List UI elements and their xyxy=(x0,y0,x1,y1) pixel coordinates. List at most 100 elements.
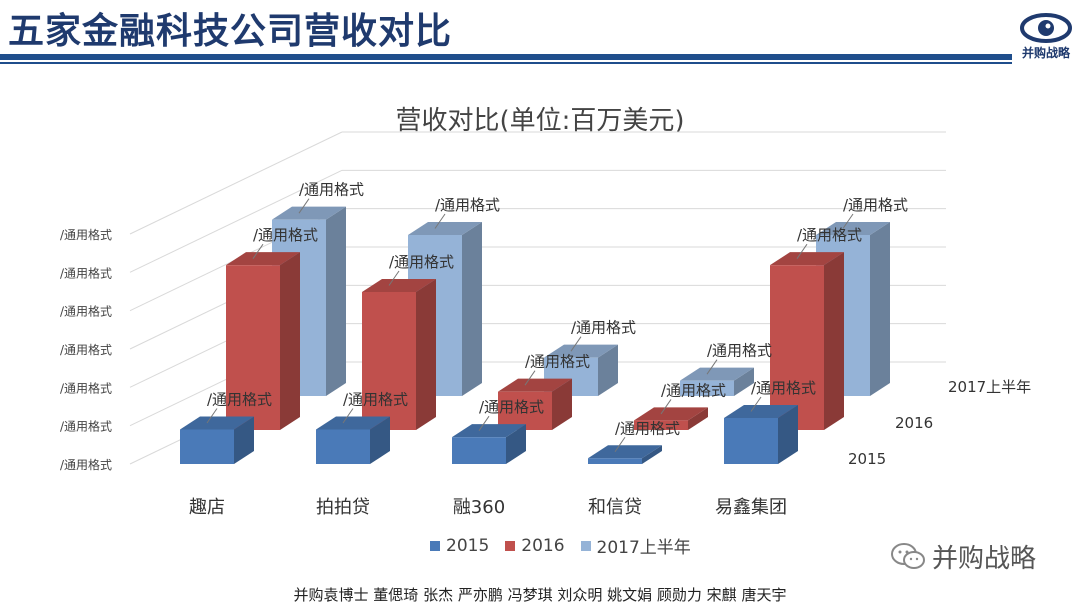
chart-legend: 2015 2016 2017上半年 xyxy=(430,533,691,558)
data-label: /通用格式 xyxy=(615,419,680,437)
x-tick-label: 易鑫集团 xyxy=(715,497,787,518)
data-label-leader xyxy=(796,243,808,259)
bar-side xyxy=(416,279,436,430)
data-label: /通用格式 xyxy=(435,196,500,214)
depth-axis-label: 2016 xyxy=(895,414,933,432)
bar-2016-易鑫集团 xyxy=(770,265,824,430)
depth-axis-label: 2017上半年 xyxy=(948,378,1031,396)
x-tick-label: 融360 xyxy=(453,497,505,518)
data-label: /通用格式 xyxy=(797,226,862,244)
bar-top xyxy=(770,252,844,266)
bar-top xyxy=(272,206,346,220)
bar-2015-趣店 xyxy=(180,429,234,464)
data-label: /通用格式 xyxy=(525,353,590,371)
bar-side xyxy=(326,206,346,396)
bar-2015-融360 xyxy=(452,437,506,464)
y-tick-label: /通用格式 xyxy=(60,265,112,280)
bar-top xyxy=(452,424,526,438)
data-label-leader xyxy=(434,213,446,229)
bar-side xyxy=(506,424,526,464)
bar-top xyxy=(498,378,572,392)
legend-item-2016: 2016 xyxy=(505,533,565,558)
bar-side xyxy=(598,344,618,396)
eye-logo-icon xyxy=(1020,13,1072,43)
data-label-leader xyxy=(206,408,218,424)
bar-2016-趣店 xyxy=(226,265,280,430)
bar-side xyxy=(370,416,390,464)
grid-diagonal xyxy=(129,131,343,235)
logo-text: 并购战略 xyxy=(1021,46,1070,60)
y-tick-label: /通用格式 xyxy=(60,419,112,434)
bar-top xyxy=(816,222,890,235)
page-title: 五家金融科技公司营收对比 xyxy=(8,11,453,52)
data-label-leader xyxy=(388,270,400,286)
data-label-leader xyxy=(298,198,310,214)
data-label: /通用格式 xyxy=(751,379,816,397)
title-rule-thin xyxy=(0,62,1012,64)
bar-chart-3d: /通用格式/通用格式/通用格式/通用格式/通用格式/通用格式/通用格式/通用格式… xyxy=(60,131,1031,518)
bar-2017上半年-和信贷 xyxy=(680,380,734,396)
bar-side xyxy=(734,367,754,396)
bar-top xyxy=(544,344,618,358)
wechat-icon xyxy=(891,542,925,569)
bar-side xyxy=(552,378,572,430)
data-label: /通用格式 xyxy=(299,181,364,199)
y-tick-label: /通用格式 xyxy=(60,457,112,472)
data-label: /通用格式 xyxy=(571,319,636,337)
bar-2016-拍拍贷 xyxy=(362,292,416,430)
data-label-leader xyxy=(614,436,626,453)
bar-side xyxy=(870,222,890,396)
data-label: /通用格式 xyxy=(661,381,726,399)
bar-top xyxy=(408,222,482,235)
data-label: /通用格式 xyxy=(253,226,318,244)
data-label-leader xyxy=(342,408,354,424)
bar-top xyxy=(588,445,662,459)
bar-side xyxy=(778,405,798,464)
bar-side xyxy=(280,252,300,430)
data-label: /通用格式 xyxy=(343,391,408,409)
legend-item-2017h1: 2017上半年 xyxy=(580,533,691,558)
legend-item-2015: 2015 xyxy=(430,533,489,558)
bar-top xyxy=(362,279,436,292)
x-tick-label: 拍拍贷 xyxy=(316,497,370,518)
bar-2015-拍拍贷 xyxy=(316,429,370,464)
data-label: /通用格式 xyxy=(479,398,544,416)
bar-side xyxy=(824,252,844,430)
bar-side xyxy=(462,222,482,396)
data-label-leader xyxy=(570,336,582,352)
bar-2016-融360 xyxy=(498,391,552,430)
bar-side xyxy=(688,407,708,430)
data-label-leader xyxy=(842,213,854,229)
bar-side xyxy=(642,445,662,464)
bar-top xyxy=(226,252,300,266)
wechat-brand-text: 并购战略 xyxy=(932,544,1037,574)
data-label-leader xyxy=(252,243,264,259)
title-rule xyxy=(0,54,1012,60)
y-tick-label: /通用格式 xyxy=(60,380,112,395)
grid-diagonal xyxy=(129,169,343,273)
y-tick-label: /通用格式 xyxy=(60,227,112,242)
x-tick-label: 和信贷 xyxy=(588,497,642,518)
bar-top xyxy=(316,416,390,430)
bar-top xyxy=(634,407,708,421)
data-label-leader xyxy=(660,399,672,415)
data-label: /通用格式 xyxy=(207,391,272,409)
y-tick-label: /通用格式 xyxy=(60,304,112,319)
bar-2015-和信贷 xyxy=(588,458,642,464)
bar-top xyxy=(180,416,254,430)
depth-axis-label: 2015 xyxy=(848,450,886,468)
data-label: /通用格式 xyxy=(389,253,454,271)
data-label-leader xyxy=(750,396,762,412)
data-label: /通用格式 xyxy=(707,342,772,360)
footer-credits: 并购袁博士 董偲琦 张杰 严亦鹏 冯梦琪 刘众明 姚文娟 顾勋力 宋麒 唐天宇 xyxy=(293,586,787,604)
y-tick-label: /通用格式 xyxy=(60,342,112,357)
x-tick-label: 趣店 xyxy=(189,497,225,518)
data-label-leader xyxy=(524,370,536,386)
data-label-leader xyxy=(706,359,718,375)
wechat-watermark: 并购战略 xyxy=(890,538,1036,575)
chart-title: 营收对比(单位:百万美元) xyxy=(395,106,685,136)
bar-2015-易鑫集团 xyxy=(724,418,778,464)
bar-top xyxy=(680,367,754,381)
data-label-leader xyxy=(478,415,490,431)
bar-side xyxy=(234,416,254,464)
